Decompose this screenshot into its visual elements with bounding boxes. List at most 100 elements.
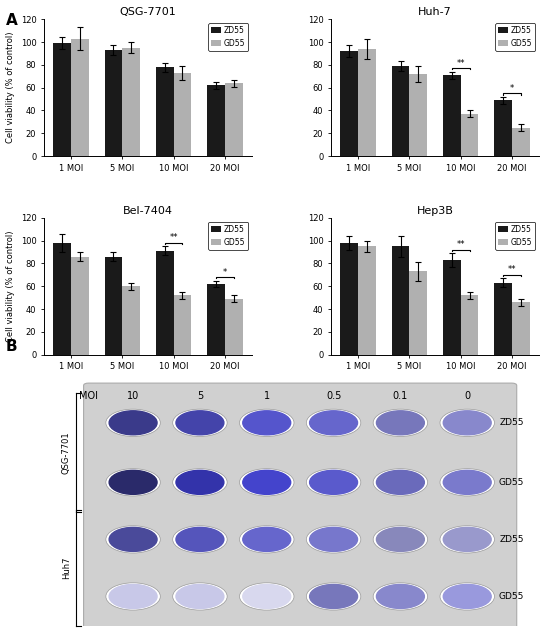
Circle shape — [306, 409, 361, 436]
Text: 5: 5 — [197, 390, 203, 401]
Bar — [104, 50, 123, 156]
Text: 0: 0 — [464, 390, 470, 401]
Bar — [224, 83, 243, 156]
Bar — [460, 295, 478, 355]
Bar — [174, 295, 191, 355]
Circle shape — [173, 583, 227, 610]
Circle shape — [376, 411, 425, 435]
Bar — [123, 286, 140, 355]
Bar — [443, 260, 460, 355]
Circle shape — [310, 470, 358, 495]
FancyBboxPatch shape — [84, 383, 516, 636]
Bar — [494, 100, 512, 156]
Circle shape — [376, 470, 425, 495]
Bar — [156, 251, 174, 355]
Text: A: A — [6, 13, 17, 27]
Circle shape — [240, 409, 294, 436]
Text: 0.5: 0.5 — [326, 390, 341, 401]
Text: *: * — [223, 268, 227, 277]
Circle shape — [373, 526, 428, 553]
Circle shape — [310, 585, 358, 608]
Circle shape — [306, 468, 361, 496]
Circle shape — [176, 411, 224, 435]
Text: ZD55: ZD55 — [499, 535, 524, 544]
Text: **: ** — [508, 265, 516, 274]
Bar — [512, 128, 530, 156]
Text: **: ** — [456, 59, 465, 68]
Title: Huh-7: Huh-7 — [418, 7, 452, 17]
Bar — [104, 257, 123, 355]
Y-axis label: Cell viability (% of control): Cell viability (% of control) — [6, 231, 15, 342]
Text: 10: 10 — [127, 390, 139, 401]
Text: **: ** — [456, 240, 465, 249]
Bar — [207, 86, 224, 156]
Bar — [123, 48, 140, 156]
Circle shape — [240, 583, 294, 610]
Circle shape — [440, 526, 494, 553]
Circle shape — [373, 583, 428, 610]
Bar — [207, 284, 224, 355]
Circle shape — [376, 527, 425, 551]
Title: Hep3B: Hep3B — [416, 206, 453, 215]
Bar — [72, 257, 89, 355]
Circle shape — [106, 409, 161, 436]
Text: QSG-7701: QSG-7701 — [62, 431, 71, 474]
Bar — [340, 51, 359, 156]
Bar — [409, 74, 427, 156]
Circle shape — [443, 411, 491, 435]
Circle shape — [243, 470, 291, 495]
Title: QSG-7701: QSG-7701 — [119, 7, 177, 17]
Text: 0.1: 0.1 — [393, 390, 408, 401]
Circle shape — [176, 527, 224, 551]
Circle shape — [173, 526, 227, 553]
Text: **: ** — [169, 233, 178, 242]
Legend: ZD55, GD55: ZD55, GD55 — [208, 222, 248, 250]
Circle shape — [109, 585, 157, 608]
Circle shape — [373, 409, 428, 436]
Circle shape — [310, 527, 358, 551]
Bar — [409, 272, 427, 355]
Circle shape — [109, 411, 157, 435]
Text: MOI: MOI — [79, 390, 98, 401]
Text: GD55: GD55 — [499, 592, 524, 601]
Circle shape — [443, 470, 491, 495]
Text: 1: 1 — [263, 390, 270, 401]
Circle shape — [243, 411, 291, 435]
Bar — [359, 247, 376, 355]
Bar — [494, 283, 512, 355]
Circle shape — [243, 527, 291, 551]
Bar — [53, 43, 72, 156]
Text: Huh7: Huh7 — [62, 557, 71, 579]
Y-axis label: Cell viability (% of control): Cell viability (% of control) — [6, 32, 15, 143]
Circle shape — [109, 470, 157, 495]
Text: GD55: GD55 — [499, 478, 524, 487]
Bar — [224, 299, 243, 355]
Bar — [460, 114, 478, 156]
Bar — [359, 49, 376, 156]
Circle shape — [306, 583, 361, 610]
Bar — [340, 243, 359, 355]
Bar — [392, 66, 409, 156]
Bar — [156, 67, 174, 156]
Legend: ZD55, GD55: ZD55, GD55 — [496, 222, 535, 250]
Bar — [174, 73, 191, 156]
Circle shape — [440, 583, 494, 610]
Circle shape — [106, 526, 161, 553]
Bar — [72, 38, 89, 156]
Circle shape — [173, 468, 227, 496]
Circle shape — [243, 585, 291, 608]
Text: ZD55: ZD55 — [499, 419, 524, 427]
Text: B: B — [6, 339, 17, 353]
Bar — [443, 75, 460, 156]
Circle shape — [443, 585, 491, 608]
Circle shape — [373, 468, 428, 496]
Bar — [512, 302, 530, 355]
Title: Bel-7404: Bel-7404 — [123, 206, 173, 215]
Legend: ZD55, GD55: ZD55, GD55 — [208, 23, 248, 51]
Legend: ZD55, GD55: ZD55, GD55 — [496, 23, 535, 51]
Bar — [392, 247, 409, 355]
Circle shape — [173, 409, 227, 436]
Circle shape — [106, 583, 161, 610]
Text: *: * — [509, 84, 514, 93]
Circle shape — [176, 470, 224, 495]
